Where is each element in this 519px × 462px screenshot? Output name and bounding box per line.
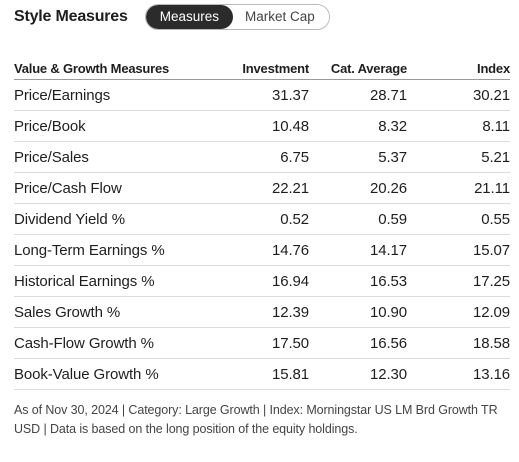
- investment-value: 12.39: [204, 296, 309, 328]
- row-label: Book-Value Growth %: [14, 358, 204, 390]
- table-row: Historical Earnings % 16.94 16.53 17.25: [14, 265, 510, 297]
- table-row: Cash-Flow Growth % 17.50 16.56 18.58: [14, 327, 510, 359]
- investment-value: 16.94: [204, 265, 309, 297]
- table-row: Sales Growth % 12.39 10.90 12.09: [14, 296, 510, 328]
- table-row: Book-Value Growth % 15.81 12.30 13.16: [14, 358, 510, 390]
- column-header-index: Index: [407, 57, 510, 80]
- index-value: 30.21: [407, 79, 510, 111]
- row-label: Historical Earnings %: [14, 265, 204, 297]
- row-label: Sales Growth %: [14, 296, 204, 328]
- cat-average-value: 10.90: [309, 296, 407, 328]
- index-value: 17.25: [407, 265, 510, 297]
- panel-title: Style Measures: [14, 8, 128, 25]
- row-label: Price/Book: [14, 110, 204, 142]
- row-label: Price/Cash Flow: [14, 172, 204, 204]
- cat-average-value: 16.53: [309, 265, 407, 297]
- index-value: 18.58: [407, 327, 510, 359]
- cat-average-value: 5.37: [309, 141, 407, 173]
- table-row: Price/Sales 6.75 5.37 5.21: [14, 141, 510, 173]
- view-toggle: Measures Market Cap: [144, 4, 330, 30]
- investment-value: 14.76: [204, 234, 309, 266]
- investment-value: 31.37: [204, 79, 309, 111]
- row-label: Dividend Yield %: [14, 203, 204, 235]
- investment-value: 22.21: [204, 172, 309, 204]
- index-value: 12.09: [407, 296, 510, 328]
- cat-average-value: 16.56: [309, 327, 407, 359]
- cat-average-value: 14.17: [309, 234, 407, 266]
- table-row: Price/Earnings 31.37 28.71 30.21: [14, 79, 510, 111]
- table-row: Price/Book 10.48 8.32 8.11: [14, 110, 510, 142]
- investment-value: 0.52: [204, 203, 309, 235]
- row-label: Price/Earnings: [14, 79, 204, 111]
- index-value: 8.11: [407, 110, 510, 142]
- investment-value: 6.75: [204, 141, 309, 173]
- index-value: 13.16: [407, 358, 510, 390]
- measures-toggle-button[interactable]: Measures: [145, 5, 233, 29]
- investment-value: 15.81: [204, 358, 309, 390]
- cat-average-value: 12.30: [309, 358, 407, 390]
- footnote: As of Nov 30, 2024 | Category: Large Gro…: [14, 403, 498, 436]
- investment-value: 17.50: [204, 327, 309, 359]
- table-body: Price/Earnings 31.37 28.71 30.21 Price/Book 1…: [14, 79, 510, 390]
- index-value: 0.55: [407, 203, 510, 235]
- investment-value: 10.48: [204, 110, 309, 142]
- index-value: 5.21: [407, 141, 510, 173]
- panel-header: Style Measures Measures Market Cap: [14, 0, 510, 40]
- style-measures-table: Value & Growth Measures Investment Cat. …: [14, 57, 510, 390]
- table-row: Price/Cash Flow 22.21 20.26 21.11: [14, 172, 510, 204]
- cat-average-value: 20.26: [309, 172, 407, 204]
- row-label: Cash-Flow Growth %: [14, 327, 204, 359]
- cat-average-value: 0.59: [309, 203, 407, 235]
- column-header-investment: Investment: [204, 57, 309, 80]
- column-header-measure: Value & Growth Measures: [14, 57, 204, 80]
- row-label: Price/Sales: [14, 141, 204, 173]
- index-value: 15.07: [407, 234, 510, 266]
- cat-average-value: 28.71: [309, 79, 407, 111]
- table-row: Dividend Yield % 0.52 0.59 0.55: [14, 203, 510, 235]
- market-cap-toggle-button[interactable]: Market Cap: [233, 5, 329, 29]
- column-header-cat-average: Cat. Average: [309, 57, 407, 80]
- table-row: Long-Term Earnings % 14.76 14.17 15.07: [14, 234, 510, 266]
- row-label: Long-Term Earnings %: [14, 234, 204, 266]
- index-value: 21.11: [407, 172, 510, 204]
- cat-average-value: 8.32: [309, 110, 407, 142]
- table-header-row: Value & Growth Measures Investment Cat. …: [14, 57, 510, 80]
